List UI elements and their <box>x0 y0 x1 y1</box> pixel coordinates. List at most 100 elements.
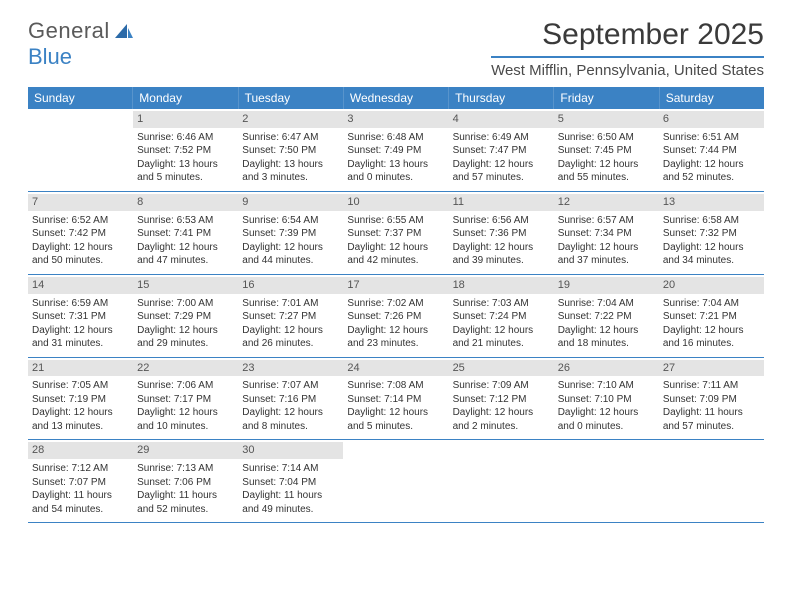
day-details: Sunrise: 6:46 AMSunset: 7:52 PMDaylight:… <box>137 131 234 185</box>
day-number: 14 <box>28 277 133 294</box>
day-details: Sunrise: 6:57 AMSunset: 7:34 PMDaylight:… <box>558 214 655 268</box>
day-number: 1 <box>133 111 238 128</box>
day-cell-9: 9Sunrise: 6:54 AMSunset: 7:39 PMDaylight… <box>238 192 343 274</box>
empty-cell <box>554 440 659 522</box>
day-number: 19 <box>554 277 659 294</box>
logo-text-general: General <box>28 18 110 44</box>
day-details: Sunrise: 6:49 AMSunset: 7:47 PMDaylight:… <box>453 131 550 185</box>
day-cell-1: 1 Sunrise: 6:46 AMSunset: 7:52 PMDaylight… <box>133 109 238 191</box>
day-details: Sunrise: 7:05 AMSunset: 7:19 PMDaylight:… <box>32 379 129 433</box>
day-cell-30: 30 Sunrise: 7:14 AMSunset: 7:04 PMDayligh… <box>238 440 343 522</box>
day-number: 13 <box>659 194 764 211</box>
day-number: 6 <box>659 111 764 128</box>
day-details: Sunrise: 6:50 AMSunset: 7:45 PMDaylight:… <box>558 131 655 185</box>
day-details: Sunrise: 7:14 AMSunset: 7:04 PMDaylight:… <box>242 462 339 516</box>
title-block: September 2025 West Mifflin, Pennsylvani… <box>491 18 764 79</box>
day-details: Sunrise: 6:58 AMSunset: 7:32 PMDaylight:… <box>663 214 760 268</box>
day-number: 18 <box>449 277 554 294</box>
day-cell-3: 3Sunrise: 6:48 AMSunset: 7:49 PMDaylight… <box>343 109 448 191</box>
day-details: Sunrise: 7:07 AMSunset: 7:16 PMDaylight:… <box>242 379 339 433</box>
weekday-tuesday: Tuesday <box>239 87 344 109</box>
day-details: Sunrise: 6:52 AMSunset: 7:42 PMDaylight:… <box>32 214 129 268</box>
day-cell-19: 19 Sunrise: 7:04 AMSunset: 7:22 PMDayligh… <box>554 275 659 357</box>
day-details: Sunrise: 7:13 AMSunset: 7:06 PMDaylight:… <box>137 462 234 516</box>
day-cell-25: 25 Sunrise: 7:09 AMSunset: 7:12 PMDayligh… <box>449 358 554 440</box>
day-number: 24 <box>343 360 448 377</box>
logo-text-blue: Blue <box>28 44 72 70</box>
day-number: 27 <box>659 360 764 377</box>
day-cell-26: 26Sunrise: 7:10 AMSunset: 7:10 PMDayligh… <box>554 358 659 440</box>
weekday-saturday: Saturday <box>660 87 764 109</box>
day-number: 30 <box>238 442 343 459</box>
day-number: 23 <box>238 360 343 377</box>
week-row: 28 Sunrise: 7:12 AMSunset: 7:07 PMDayligh… <box>28 440 764 523</box>
day-cell-6: 6 Sunrise: 6:51 AMSunset: 7:44 PMDaylight… <box>659 109 764 191</box>
day-cell-23: 23 Sunrise: 7:07 AMSunset: 7:16 PMDayligh… <box>238 358 343 440</box>
weekday-header-row: SundayMondayTuesdayWednesdayThursdayFrid… <box>28 87 764 109</box>
day-details: Sunrise: 7:11 AMSunset: 7:09 PMDaylight:… <box>663 379 760 433</box>
day-number: 5 <box>554 111 659 128</box>
day-details: Sunrise: 7:12 AMSunset: 7:07 PMDaylight:… <box>32 462 129 516</box>
day-cell-2: 2Sunrise: 6:47 AMSunset: 7:50 PMDaylight… <box>238 109 343 191</box>
weekday-monday: Monday <box>133 87 238 109</box>
day-number: 7 <box>28 194 133 211</box>
empty-cell <box>28 109 133 191</box>
day-details: Sunrise: 7:09 AMSunset: 7:12 PMDaylight:… <box>453 379 550 433</box>
day-details: Sunrise: 7:01 AMSunset: 7:27 PMDaylight:… <box>242 297 339 351</box>
day-number: 9 <box>238 194 343 211</box>
day-details: Sunrise: 6:59 AMSunset: 7:31 PMDaylight:… <box>32 297 129 351</box>
day-details: Sunrise: 7:00 AMSunset: 7:29 PMDaylight:… <box>137 297 234 351</box>
day-cell-7: 7 Sunrise: 6:52 AMSunset: 7:42 PMDaylight… <box>28 192 133 274</box>
day-number: 11 <box>449 194 554 211</box>
day-cell-22: 22 Sunrise: 7:06 AMSunset: 7:17 PMDayligh… <box>133 358 238 440</box>
day-cell-11: 11 Sunrise: 6:56 AMSunset: 7:36 PMDayligh… <box>449 192 554 274</box>
day-cell-29: 29 Sunrise: 7:13 AMSunset: 7:06 PMDayligh… <box>133 440 238 522</box>
header: General September 2025 West Mifflin, Pen… <box>28 18 764 79</box>
day-number: 16 <box>238 277 343 294</box>
day-cell-12: 12 Sunrise: 6:57 AMSunset: 7:34 PMDayligh… <box>554 192 659 274</box>
calendar: SundayMondayTuesdayWednesdayThursdayFrid… <box>28 87 764 523</box>
day-details: Sunrise: 7:04 AMSunset: 7:21 PMDaylight:… <box>663 297 760 351</box>
day-cell-17: 17 Sunrise: 7:02 AMSunset: 7:26 PMDayligh… <box>343 275 448 357</box>
day-details: Sunrise: 7:03 AMSunset: 7:24 PMDaylight:… <box>453 297 550 351</box>
logo: General <box>28 18 135 44</box>
day-cell-21: 21 Sunrise: 7:05 AMSunset: 7:19 PMDayligh… <box>28 358 133 440</box>
day-cell-28: 28 Sunrise: 7:12 AMSunset: 7:07 PMDayligh… <box>28 440 133 522</box>
weekday-wednesday: Wednesday <box>344 87 449 109</box>
day-number: 28 <box>28 442 133 459</box>
day-details: Sunrise: 6:56 AMSunset: 7:36 PMDaylight:… <box>453 214 550 268</box>
day-cell-4: 4 Sunrise: 6:49 AMSunset: 7:47 PMDaylight… <box>449 109 554 191</box>
week-row: 1 Sunrise: 6:46 AMSunset: 7:52 PMDaylight… <box>28 109 764 192</box>
location-text: West Mifflin, Pennsylvania, United State… <box>491 56 764 79</box>
day-number: 15 <box>133 277 238 294</box>
day-number: 10 <box>343 194 448 211</box>
week-row: 21 Sunrise: 7:05 AMSunset: 7:19 PMDayligh… <box>28 358 764 441</box>
day-number: 12 <box>554 194 659 211</box>
day-cell-24: 24 Sunrise: 7:08 AMSunset: 7:14 PMDayligh… <box>343 358 448 440</box>
weekday-friday: Friday <box>554 87 659 109</box>
day-number: 21 <box>28 360 133 377</box>
day-cell-16: 16 Sunrise: 7:01 AMSunset: 7:27 PMDayligh… <box>238 275 343 357</box>
day-number: 25 <box>449 360 554 377</box>
day-details: Sunrise: 7:06 AMSunset: 7:17 PMDaylight:… <box>137 379 234 433</box>
day-number: 22 <box>133 360 238 377</box>
empty-cell <box>449 440 554 522</box>
day-details: Sunrise: 7:02 AMSunset: 7:26 PMDaylight:… <box>347 297 444 351</box>
day-number: 8 <box>133 194 238 211</box>
day-cell-5: 5 Sunrise: 6:50 AMSunset: 7:45 PMDaylight… <box>554 109 659 191</box>
day-details: Sunrise: 7:08 AMSunset: 7:14 PMDaylight:… <box>347 379 444 433</box>
day-number: 4 <box>449 111 554 128</box>
day-number: 29 <box>133 442 238 459</box>
day-details: Sunrise: 6:53 AMSunset: 7:41 PMDaylight:… <box>137 214 234 268</box>
weekday-thursday: Thursday <box>449 87 554 109</box>
day-details: Sunrise: 6:51 AMSunset: 7:44 PMDaylight:… <box>663 131 760 185</box>
sail-icon <box>113 22 135 40</box>
day-details: Sunrise: 7:10 AMSunset: 7:10 PMDaylight:… <box>558 379 655 433</box>
day-details: Sunrise: 6:47 AMSunset: 7:50 PMDaylight:… <box>242 131 339 185</box>
day-number: 20 <box>659 277 764 294</box>
day-cell-8: 8 Sunrise: 6:53 AMSunset: 7:41 PMDaylight… <box>133 192 238 274</box>
day-details: Sunrise: 7:04 AMSunset: 7:22 PMDaylight:… <box>558 297 655 351</box>
day-number: 17 <box>343 277 448 294</box>
day-cell-10: 10Sunrise: 6:55 AMSunset: 7:37 PMDayligh… <box>343 192 448 274</box>
day-cell-20: 20 Sunrise: 7:04 AMSunset: 7:21 PMDayligh… <box>659 275 764 357</box>
